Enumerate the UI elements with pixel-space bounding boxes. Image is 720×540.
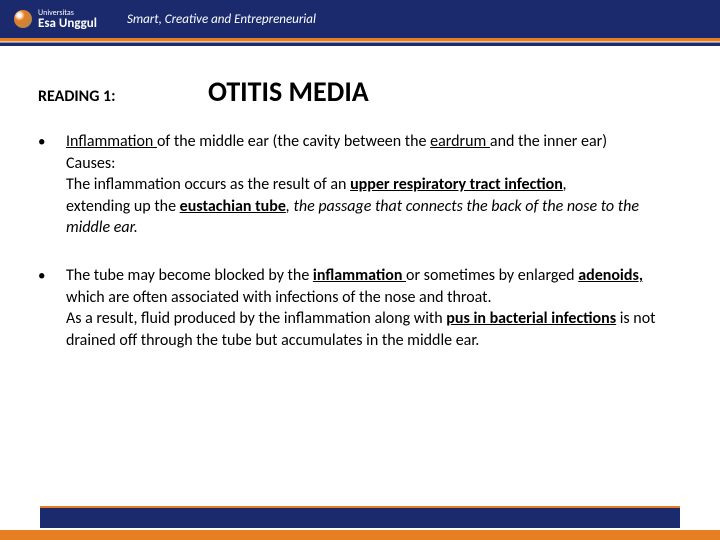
- bullet-item: •Inflammation of the middle ear (the cav…: [38, 131, 682, 239]
- title-row: READING 1: OTITIS MEDIA: [38, 74, 682, 109]
- bullet-item: •The tube may become blocked by the infl…: [38, 265, 682, 351]
- logo-icon: [14, 10, 32, 28]
- bullet-mark: •: [38, 265, 66, 351]
- slide-content: READING 1: OTITIS MEDIA •Inflammation of…: [0, 46, 720, 351]
- logo: Universitas Esa Unggul: [14, 9, 97, 30]
- bullet-text: Inflammation of the middle ear (the cavi…: [66, 131, 682, 239]
- header-bar: Universitas Esa Unggul Smart, Creative a…: [0, 0, 720, 38]
- footer: [0, 506, 720, 540]
- main-title: OTITIS MEDIA: [208, 74, 369, 109]
- footer-orange-strip: [0, 530, 720, 540]
- logo-name: Esa Unggul: [38, 16, 97, 31]
- logo-text: Universitas Esa Unggul: [38, 9, 97, 30]
- bullet-mark: •: [38, 131, 66, 239]
- footer-bar: [40, 506, 680, 528]
- bullet-list: •Inflammation of the middle ear (the cav…: [38, 131, 682, 351]
- reading-label: READING 1:: [38, 87, 208, 106]
- tagline: Smart, Creative and Entrepreneurial: [127, 12, 316, 27]
- header-divider: [0, 38, 720, 46]
- bullet-text: The tube may become blocked by the infla…: [66, 265, 682, 351]
